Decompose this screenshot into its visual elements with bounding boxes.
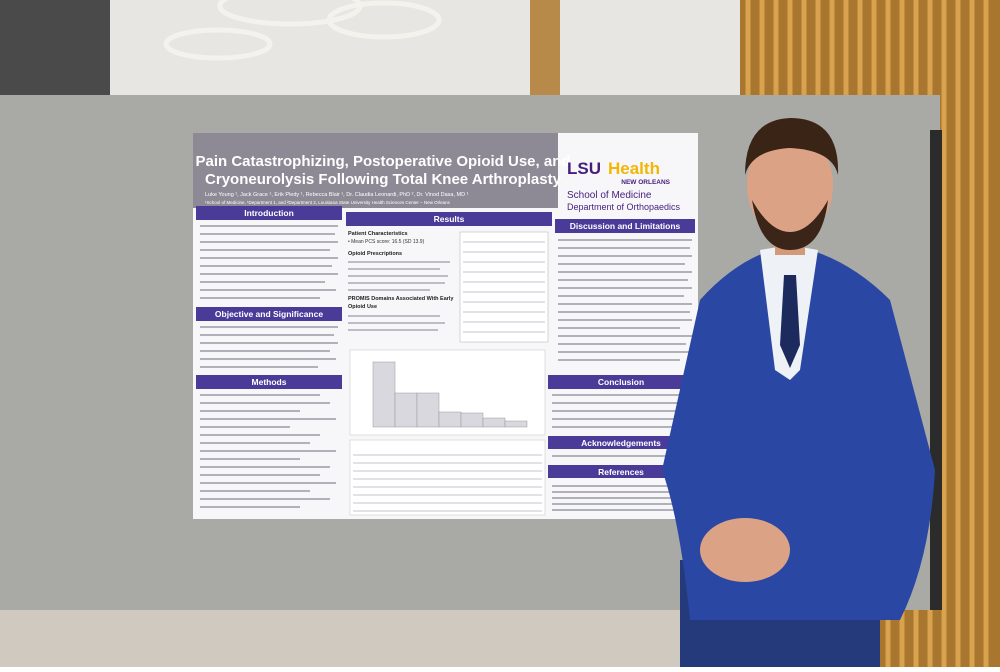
wood-panel xyxy=(530,0,560,110)
section-title: Acknowledgements xyxy=(581,438,661,448)
logo-city: NEW ORLEANS xyxy=(621,179,670,186)
section-header xyxy=(196,206,342,220)
results-text: • Mean PCS score: 16.5 (SD 13.9) xyxy=(348,239,425,245)
board-edge xyxy=(930,130,942,610)
floor xyxy=(0,605,740,667)
section-title: Results xyxy=(434,214,465,224)
hair xyxy=(745,118,839,175)
section-title: References xyxy=(598,467,644,477)
poster-header xyxy=(193,133,558,208)
ceiling-light xyxy=(163,27,273,61)
text-lines xyxy=(200,225,692,511)
tie xyxy=(780,275,800,368)
face xyxy=(747,130,833,240)
ceiling-light xyxy=(217,0,363,27)
logo-brand: Health xyxy=(608,159,660,178)
presenter xyxy=(662,118,935,667)
results-table xyxy=(349,439,546,516)
logo-school: School of Medicine xyxy=(567,190,652,201)
table-rows xyxy=(463,241,545,333)
results-subheading: Patient Characteristics xyxy=(348,231,408,237)
text-lines xyxy=(348,261,450,331)
section-header xyxy=(548,375,695,389)
poster-title: Pain Catastrophizing, Postoperative Opio… xyxy=(195,153,570,170)
section-title: Conclusion xyxy=(598,377,644,387)
hands xyxy=(700,518,790,582)
section-title: Introduction xyxy=(244,208,294,218)
poster-affiliation: ¹School of Medicine, ¹Department 1, and … xyxy=(205,200,451,205)
table-rows xyxy=(353,454,542,512)
section-title: Discussion and Limitations xyxy=(570,221,681,231)
logo-department: Department of Orthopaedics xyxy=(567,202,681,212)
section-header xyxy=(555,219,695,233)
doorway xyxy=(0,0,110,100)
ceiling-area xyxy=(0,0,740,110)
section-header xyxy=(196,375,342,389)
section-header xyxy=(196,307,342,321)
beard xyxy=(752,200,828,250)
section-header xyxy=(548,465,695,478)
results-subheading: PROMIS Domains Associated With Early xyxy=(348,296,454,302)
logo-brand: LSU xyxy=(567,159,601,178)
section-header xyxy=(548,436,695,449)
poster: Pain Catastrophizing, Postoperative Opio… xyxy=(193,133,698,519)
histogram-bars xyxy=(372,361,528,428)
section-title: Objective and Significance xyxy=(215,309,323,319)
results-subheading: Opioid Prescriptions xyxy=(348,251,402,257)
section-header xyxy=(346,212,552,226)
results-subheading: Opioid Use xyxy=(348,304,377,310)
section-title: Methods xyxy=(252,377,287,387)
results-table xyxy=(459,231,549,343)
poster-title: Cryoneurolysis Following Total Knee Arth… xyxy=(205,171,562,188)
poster-authors: Luke Young ¹, Jack Grace ¹, Erik Pledy ¹… xyxy=(205,192,469,198)
